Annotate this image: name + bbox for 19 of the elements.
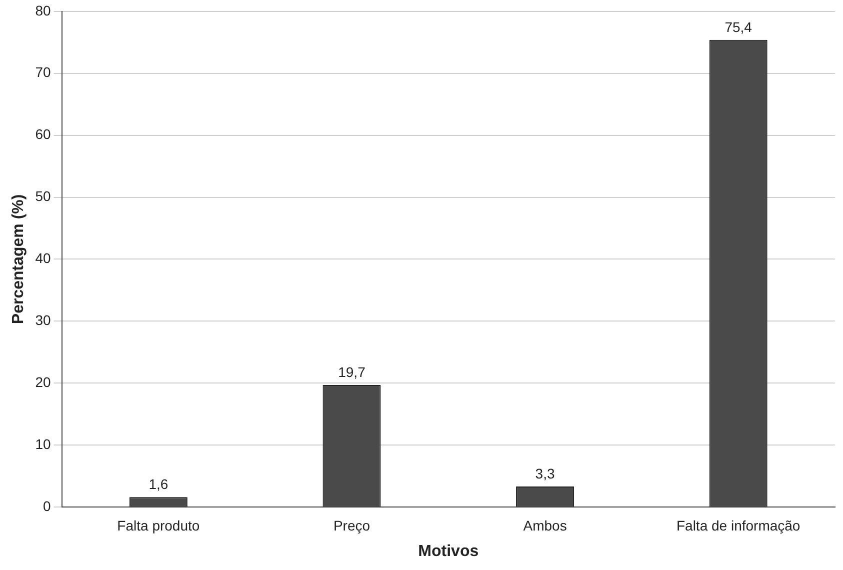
y-tick-label: 70 xyxy=(35,64,51,80)
x-tick-label: Preço xyxy=(333,517,370,534)
y-tick-label: 30 xyxy=(35,312,51,328)
y-axis-title: Percentagem (%) xyxy=(10,194,28,324)
y-tick-label: 0 xyxy=(42,498,51,514)
x-tick-label: Falta produto xyxy=(117,517,200,534)
y-tick-label: 20 xyxy=(35,374,51,390)
y-tick-label: 10 xyxy=(35,436,51,452)
y-tick-label: 40 xyxy=(35,250,51,266)
x-tick-label: Falta de informação xyxy=(676,517,800,534)
x-axis-title: Motivos xyxy=(418,542,479,560)
data-label: 19,7 xyxy=(338,364,366,380)
data-label: 3,3 xyxy=(535,465,555,482)
x-tick-label: Ambos xyxy=(523,517,567,534)
y-tick-label: 60 xyxy=(35,126,51,142)
data-label: 75,4 xyxy=(724,18,752,35)
y-tick-label: 50 xyxy=(35,188,51,204)
data-label: 1,6 xyxy=(148,476,168,492)
y-tick-label: 80 xyxy=(35,2,51,18)
